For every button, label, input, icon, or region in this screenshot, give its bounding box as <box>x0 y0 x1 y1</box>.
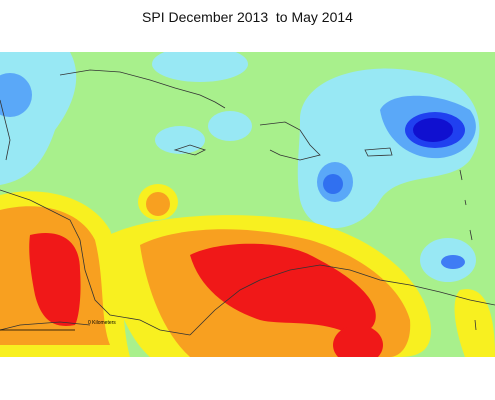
scale-label: 0 Kilometers <box>88 320 116 326</box>
map-title: SPI December 2013 to May 2014 <box>142 9 353 25</box>
map-field <box>0 52 495 357</box>
